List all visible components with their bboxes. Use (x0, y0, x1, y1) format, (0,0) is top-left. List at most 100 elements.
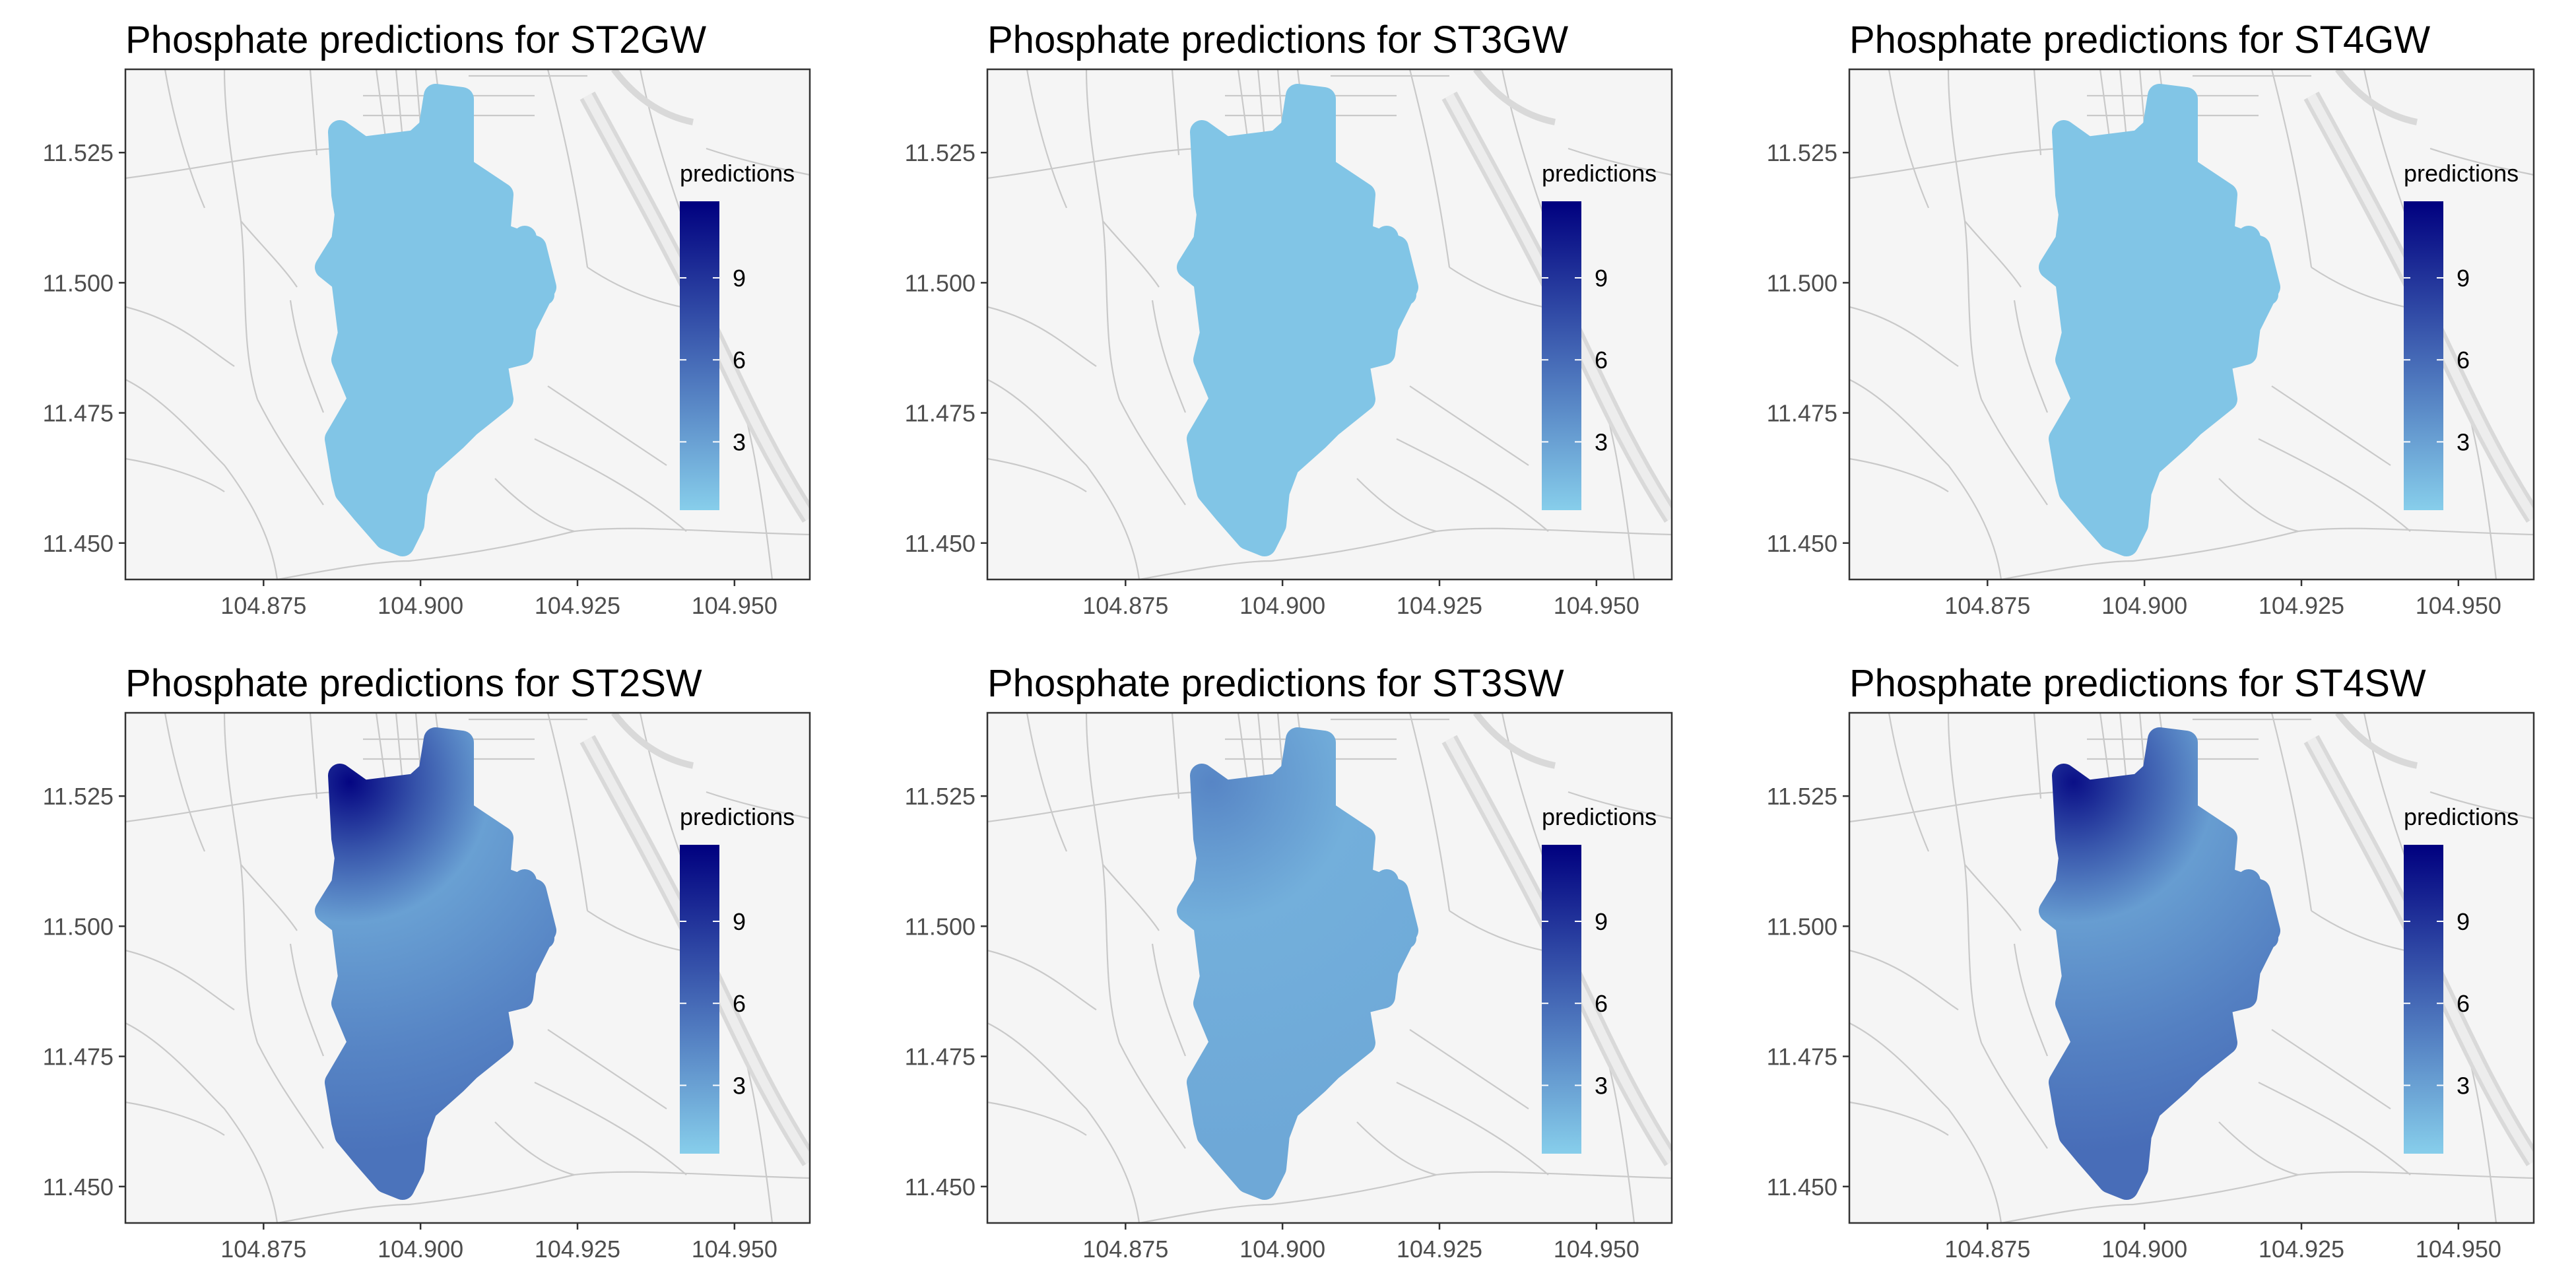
panel-title: Phosphate predictions for ST3GW (987, 18, 1568, 61)
y-tick-label: 11.525 (1767, 783, 1837, 810)
road (125, 379, 279, 579)
chart-panel-2: Phosphate predictions for ST3GW 104.875 10… (905, 18, 1673, 619)
panel-title: Phosphate predictions for ST4GW (1849, 18, 2430, 61)
road (409, 530, 575, 562)
road (1139, 560, 1272, 579)
road (1568, 791, 1672, 820)
road (1237, 69, 1249, 143)
road (547, 385, 667, 466)
legend-colorbar (1542, 201, 1581, 510)
legend: predictions 9 6 3 (1542, 803, 1657, 1154)
road (240, 220, 298, 288)
road (1271, 1173, 1437, 1206)
road (2270, 713, 2313, 911)
prediction-blob (1397, 929, 1416, 948)
prediction-blob (513, 226, 537, 249)
road (1849, 949, 1959, 1010)
y-tick-label: 11.450 (43, 1173, 114, 1201)
y-tick-label: 11.450 (1767, 1173, 1837, 1201)
y-tick-label: 11.500 (43, 269, 114, 296)
prediction-blob (2259, 285, 2278, 305)
prediction-surface (1177, 727, 1418, 1200)
panel-border (124, 68, 811, 581)
major-road (2335, 713, 2418, 769)
road (1151, 943, 1187, 1057)
x-tick-label: 104.950 (1554, 1236, 1639, 1263)
prediction-blob (2168, 367, 2191, 389)
legend-title: predictions (2404, 803, 2519, 830)
road (546, 713, 589, 911)
road (1849, 379, 2002, 579)
x-tick-label: 104.925 (2259, 592, 2344, 619)
legend-colorbar (2404, 201, 2443, 510)
prediction-blob (1306, 1010, 1329, 1033)
major-road (611, 69, 694, 125)
prediction-blob (1324, 828, 1350, 855)
road (1888, 69, 1930, 209)
legend-tick-label: 6 (1595, 346, 1608, 374)
road (1271, 530, 1437, 562)
legend-tick-label: 9 (733, 908, 746, 935)
y-tick-label: 11.475 (43, 1043, 114, 1071)
road (1409, 385, 1529, 466)
chart-panel-4: Phosphate predictions for ST2SW 104.875 10… (43, 662, 811, 1263)
road (987, 306, 1097, 367)
road (289, 300, 325, 413)
legend-colorbar (2404, 845, 2443, 1154)
y-tick-label: 11.475 (1767, 400, 1837, 427)
legend-tick-label: 3 (733, 1072, 746, 1099)
major-road (1473, 713, 1556, 769)
prediction-surface (315, 727, 556, 1200)
legend-tick-label: 3 (1595, 1072, 1608, 1099)
prediction-blob (2193, 354, 2218, 379)
legend-colorbar (1542, 845, 1581, 1154)
road (257, 399, 324, 506)
road (547, 1029, 667, 1109)
legend-tick-label: 3 (733, 428, 746, 455)
y-tick-label: 11.500 (43, 913, 114, 940)
road (1237, 713, 1249, 786)
x-tick-label: 104.875 (220, 1236, 306, 1263)
x-tick-label: 104.925 (1397, 1236, 1482, 1263)
prediction-blob (1397, 285, 1416, 305)
road (2099, 69, 2111, 143)
road (706, 147, 810, 176)
prediction-blob (2168, 1010, 2191, 1033)
legend-tick-label: 6 (733, 990, 746, 1017)
legend-title: predictions (680, 803, 795, 830)
road (2033, 69, 2042, 156)
road (2000, 560, 2134, 579)
legend-tick-label: 3 (1595, 428, 1608, 455)
road (1981, 1042, 2048, 1149)
road (1849, 306, 1959, 367)
x-tick-label: 104.875 (1082, 1236, 1168, 1263)
major-road (611, 713, 694, 769)
road (534, 438, 687, 532)
road (2000, 1203, 2134, 1223)
road (125, 306, 235, 367)
x-tick-label: 104.875 (220, 592, 306, 619)
road (987, 791, 1206, 823)
road (494, 478, 575, 533)
prediction-blob (2160, 127, 2189, 156)
x-tick-label: 104.925 (535, 1236, 620, 1263)
x-tick-label: 104.950 (1554, 592, 1639, 619)
road (164, 713, 206, 852)
x-tick-label: 104.900 (1239, 1236, 1325, 1263)
major-road (2335, 69, 2418, 125)
prediction-blob (1306, 367, 1329, 389)
road (546, 69, 589, 268)
road (309, 69, 318, 156)
road (2258, 438, 2411, 532)
panel-border (986, 68, 1673, 581)
chart-panel-6: Phosphate predictions for ST4SW 104.875 10… (1767, 662, 2535, 1263)
panel-border (1848, 68, 2535, 581)
road (1102, 220, 1160, 288)
legend: predictions 9 6 3 (2404, 160, 2519, 510)
y-tick-label: 11.475 (905, 1043, 975, 1071)
prediction-area (1177, 727, 1418, 1200)
road (125, 1101, 225, 1136)
road (1119, 399, 1186, 506)
prediction-surface (315, 84, 556, 556)
y-tick-label: 11.475 (1767, 1043, 1837, 1071)
